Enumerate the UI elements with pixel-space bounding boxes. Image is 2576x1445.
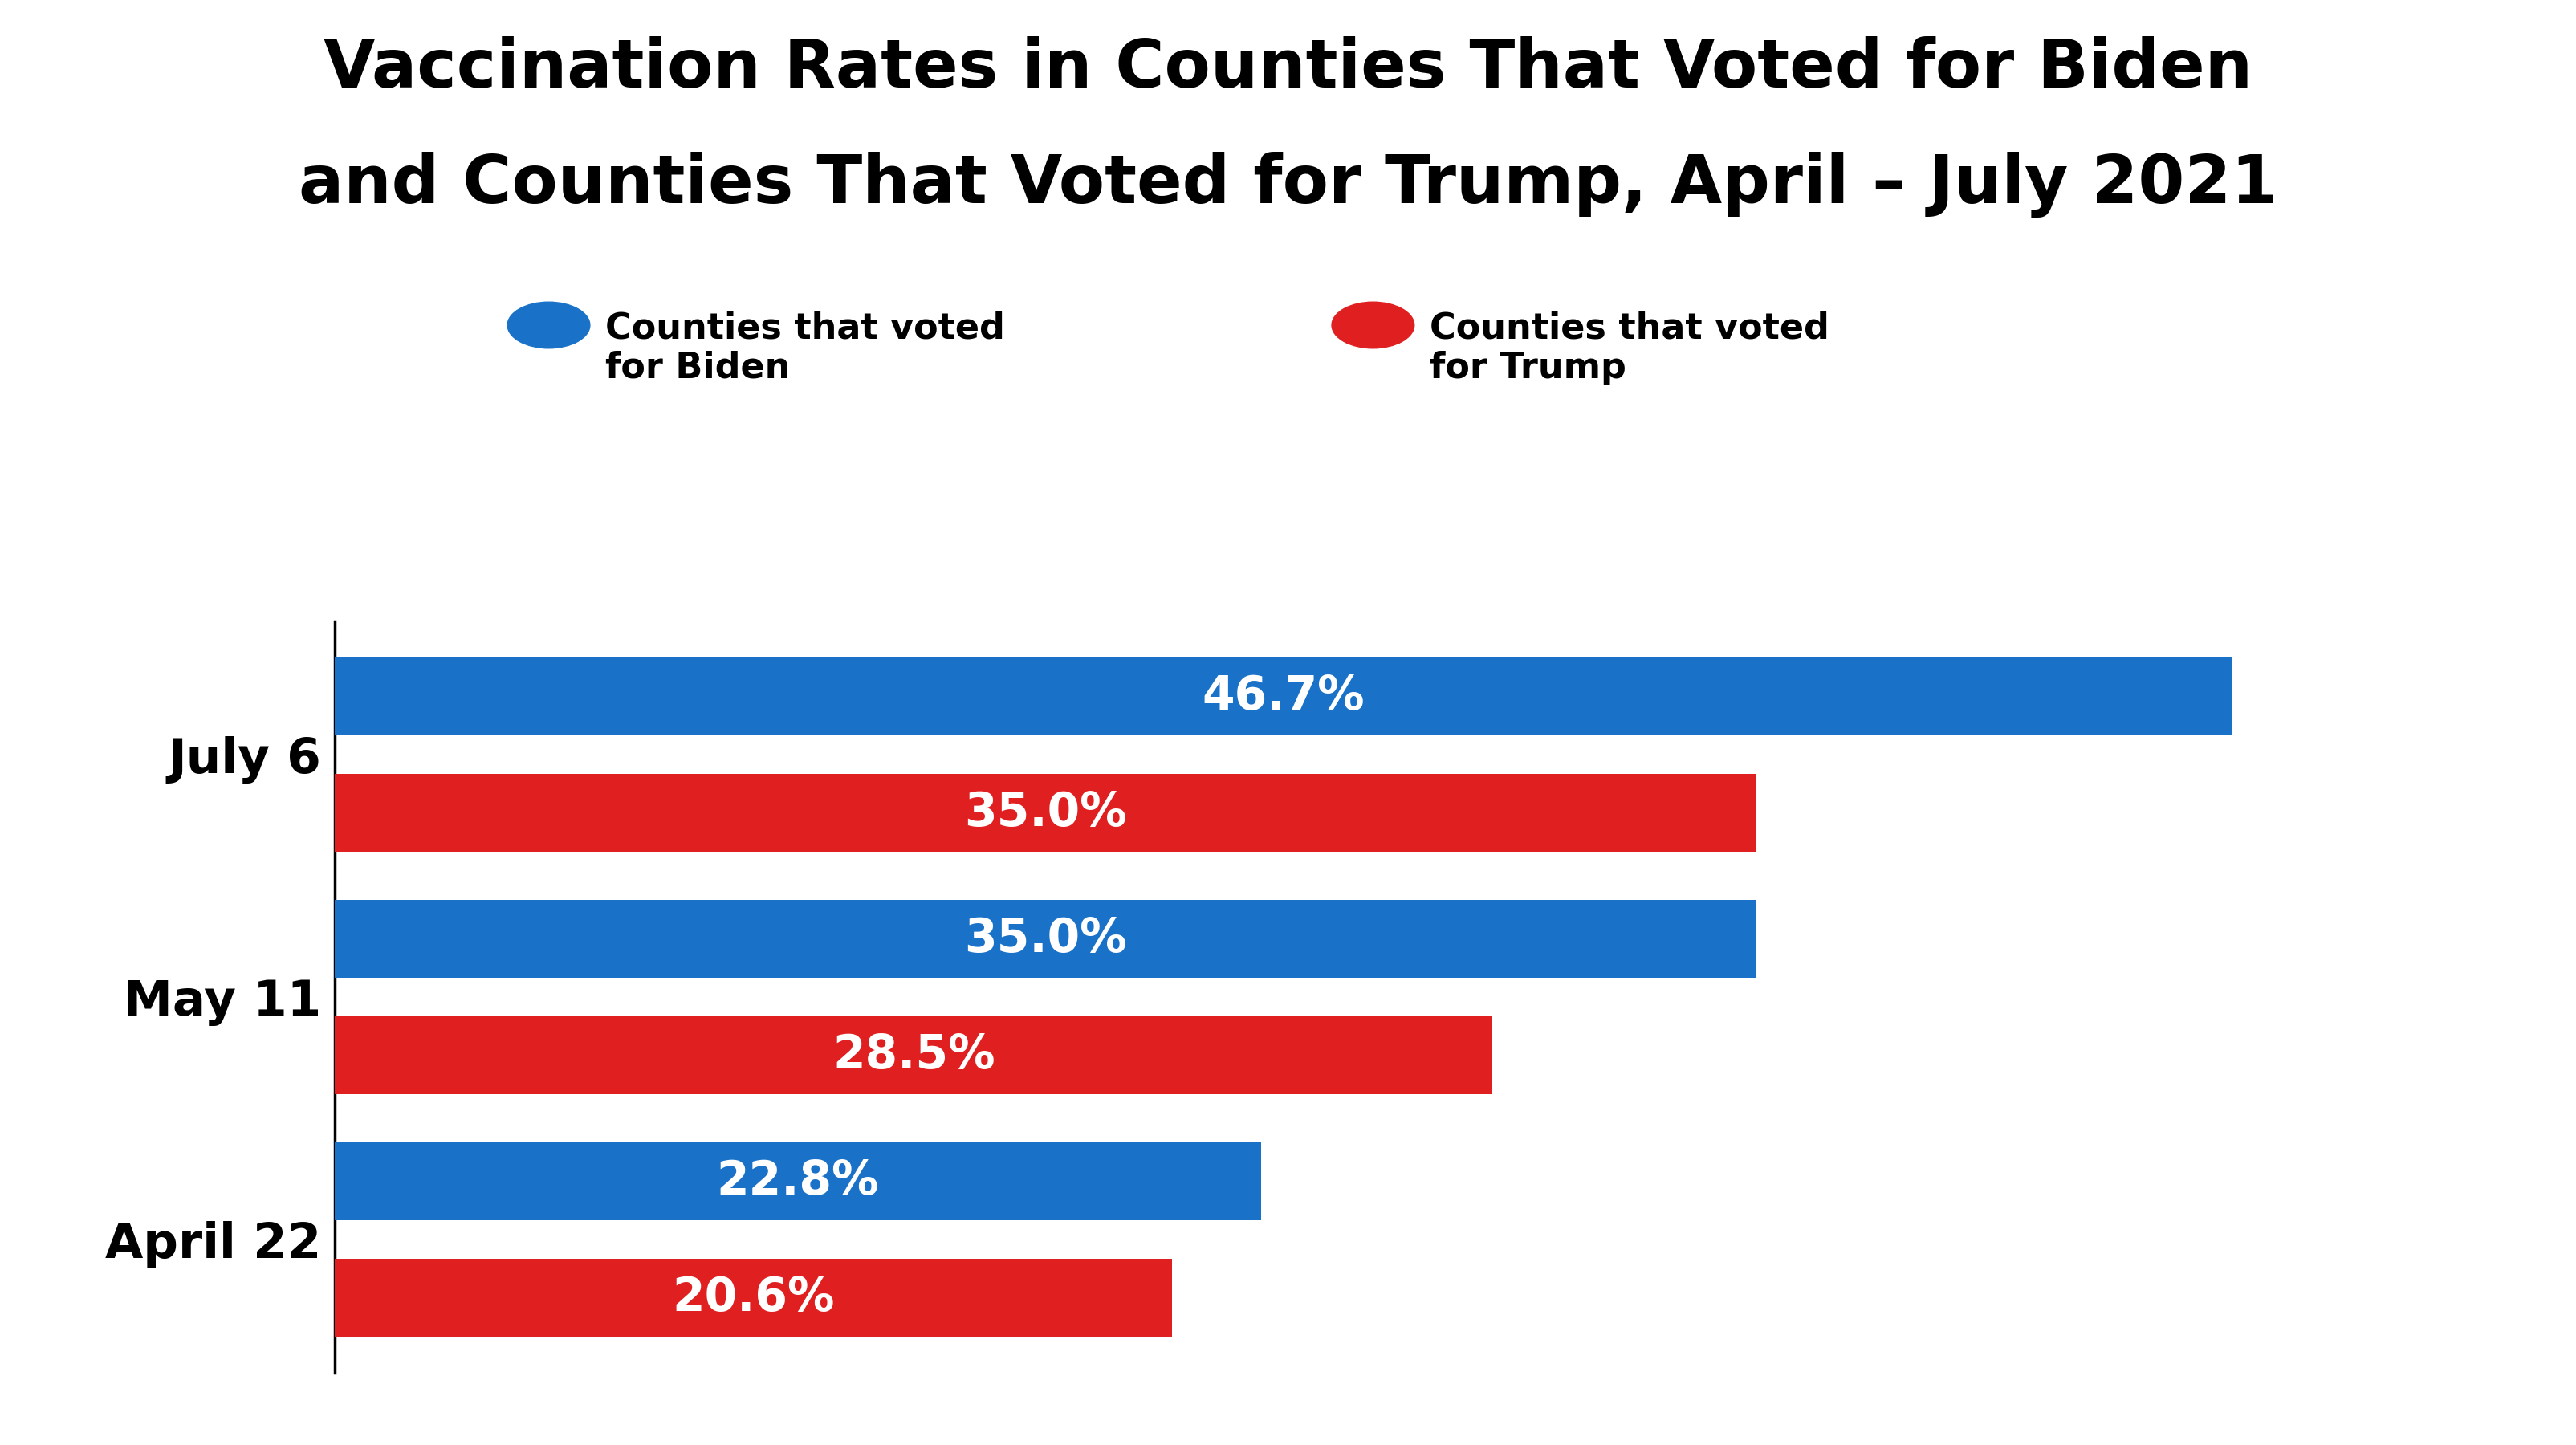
Text: Vaccination Rates in Counties That Voted for Biden: Vaccination Rates in Counties That Voted… — [325, 36, 2251, 101]
Bar — [335, 1259, 1172, 1337]
Text: Counties that voted
for Biden: Counties that voted for Biden — [605, 311, 1005, 386]
Text: 28.5%: 28.5% — [832, 1032, 994, 1078]
Bar — [335, 1016, 1492, 1094]
Text: Counties that voted
for Trump: Counties that voted for Trump — [1430, 311, 1829, 386]
Text: 20.6%: 20.6% — [672, 1274, 835, 1321]
Bar — [335, 657, 2231, 736]
Text: and Counties That Voted for Trump, April – July 2021: and Counties That Voted for Trump, April… — [299, 152, 2277, 218]
Text: 46.7%: 46.7% — [1203, 673, 1365, 720]
Bar — [335, 900, 1757, 978]
Bar — [335, 1143, 1262, 1220]
Text: 35.0%: 35.0% — [963, 916, 1128, 962]
Bar — [335, 775, 1757, 851]
Text: 35.0%: 35.0% — [963, 790, 1128, 835]
Text: 22.8%: 22.8% — [716, 1159, 878, 1204]
